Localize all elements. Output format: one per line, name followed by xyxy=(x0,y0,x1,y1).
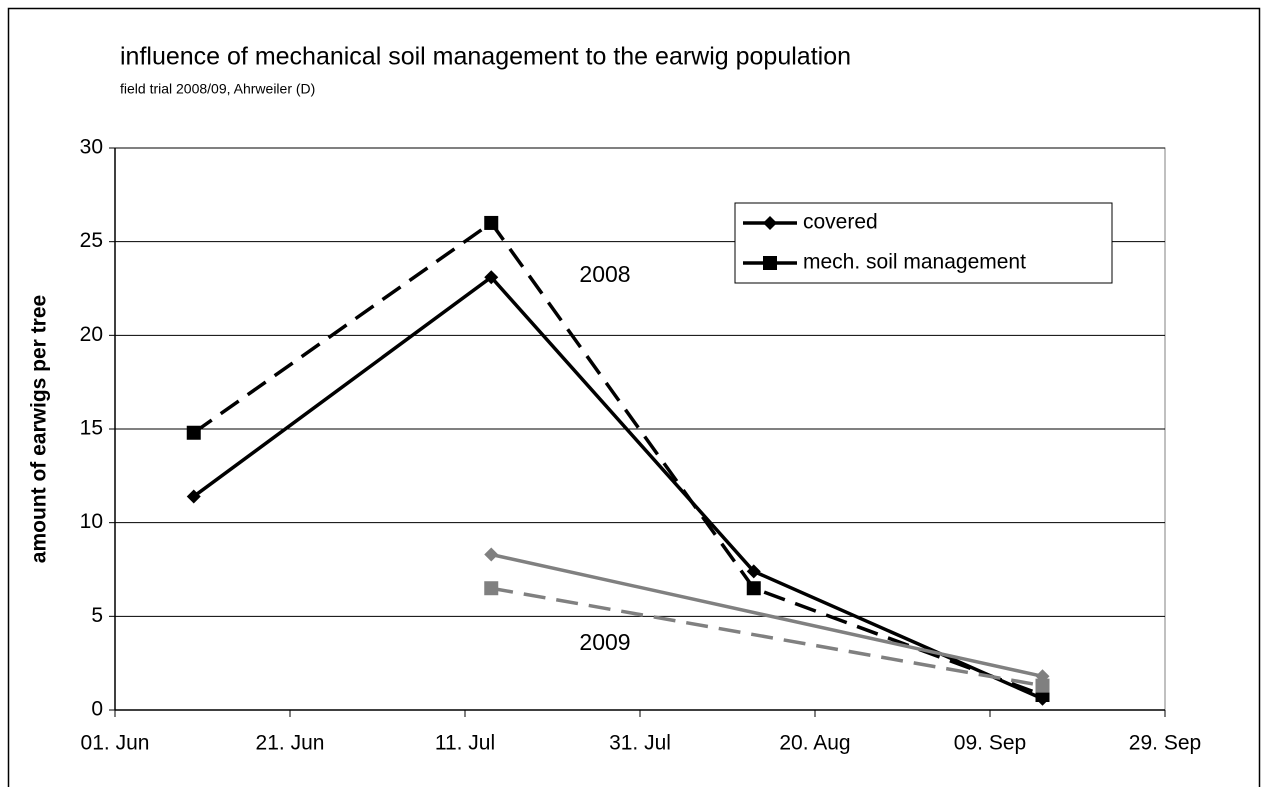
legend-label: mech. soil management xyxy=(803,251,1026,274)
chart-subtitle: field trial 2008/09, Ahrweiler (D) xyxy=(120,81,315,97)
point xyxy=(746,581,761,596)
point xyxy=(484,215,499,230)
y-tick-label: 0 xyxy=(91,698,103,721)
series-line xyxy=(490,552,1043,678)
y-tick-label: 25 xyxy=(80,229,103,252)
y-tick-label: 15 xyxy=(80,417,103,440)
x-tick-label: 31. Jul xyxy=(609,732,671,755)
point xyxy=(484,581,499,596)
frame xyxy=(7,7,1261,787)
legend-box xyxy=(734,202,1113,284)
y-tick-label: 5 xyxy=(91,604,103,627)
x-tick-label: 20. Aug xyxy=(779,732,850,755)
annotation: 2008 xyxy=(579,261,630,287)
point xyxy=(186,489,201,504)
point xyxy=(1035,678,1050,693)
point xyxy=(186,425,201,440)
point xyxy=(484,547,499,562)
legend-label: covered xyxy=(803,211,878,234)
series-line xyxy=(490,586,1043,688)
point xyxy=(746,564,761,579)
y-tick-label: 10 xyxy=(80,510,103,533)
series-line xyxy=(192,220,1044,697)
legend-marker xyxy=(763,216,777,230)
series-line xyxy=(192,274,1044,701)
y-axis-label: amount of earwigs per tree xyxy=(28,295,51,563)
annotation: 2009 xyxy=(579,629,630,655)
y-tick-label: 20 xyxy=(80,323,103,346)
point xyxy=(484,270,499,285)
y-tick-label: 30 xyxy=(80,136,103,159)
chart-title: influence of mechanical soil management … xyxy=(120,43,851,71)
x-tick-label: 29. Sep xyxy=(1129,732,1201,755)
x-tick-label: 21. Jun xyxy=(256,732,325,755)
x-tick-label: 01. Jun xyxy=(81,732,150,755)
x-tick-label: 09. Sep xyxy=(954,732,1026,755)
legend-marker xyxy=(763,256,777,270)
x-tick-label: 11. Jul xyxy=(435,732,495,755)
